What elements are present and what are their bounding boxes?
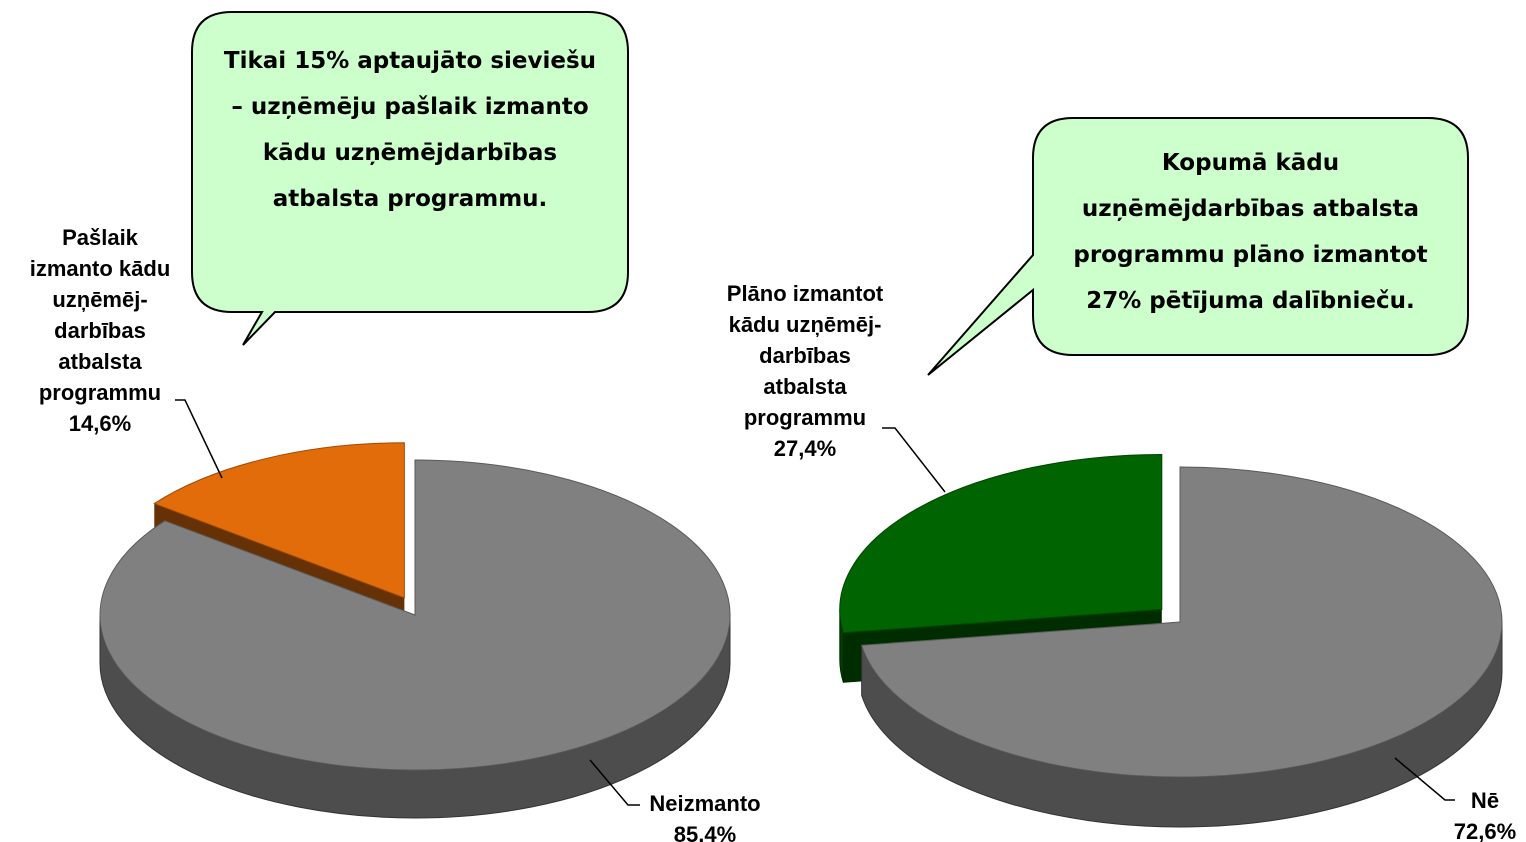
leader-line	[589, 759, 640, 806]
pie-slice	[860, 466, 1503, 778]
slice-label: Nē 72,6%	[1454, 785, 1516, 842]
leader-line	[1394, 757, 1455, 801]
pie-slice	[839, 453, 1163, 634]
value-label: 72,6%	[1453, 819, 1517, 842]
category-label: Plāno izmantot kādu uzņēmēj- darbības at…	[726, 281, 884, 430]
pies	[99, 442, 1503, 828]
pie-slice	[153, 442, 405, 599]
slice-label: Neizmanto 85,4%	[649, 788, 760, 842]
slice-label: Pašlaik izmanto kādu uzņēmēj- darbības a…	[30, 222, 171, 439]
leader-line	[175, 399, 223, 479]
category-label: Neizmanto	[649, 791, 761, 816]
pie-slice	[99, 459, 731, 771]
callout-text: Tikai 15% aptaujāto sieviešu – uzņēmēju …	[223, 48, 597, 212]
value-label: 85,4%	[673, 822, 737, 842]
callout	[191, 11, 629, 346]
value-label: 14,6%	[68, 411, 132, 436]
category-label: Nē	[1470, 788, 1500, 813]
value-label: 27,4%	[773, 436, 837, 461]
leader-line	[882, 427, 946, 493]
callout	[927, 117, 1469, 376]
category-label: Pašlaik izmanto kādu uzņēmēj- darbības a…	[29, 225, 171, 405]
slice-label: Plāno izmantot kādu uzņēmēj- darbības at…	[727, 278, 883, 464]
callout-text: Kopumā kādu uzņēmējdarbības atbalsta pro…	[1073, 150, 1428, 314]
